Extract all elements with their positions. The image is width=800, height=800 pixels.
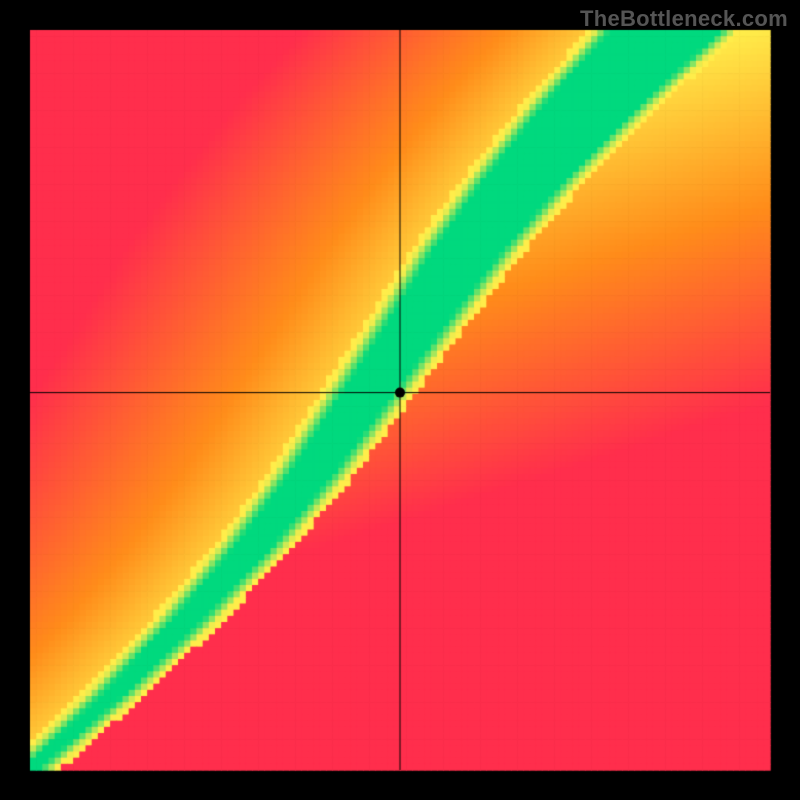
watermark-text: TheBottleneck.com xyxy=(580,6,788,32)
heatmap-canvas xyxy=(0,0,800,800)
chart-container: TheBottleneck.com xyxy=(0,0,800,800)
